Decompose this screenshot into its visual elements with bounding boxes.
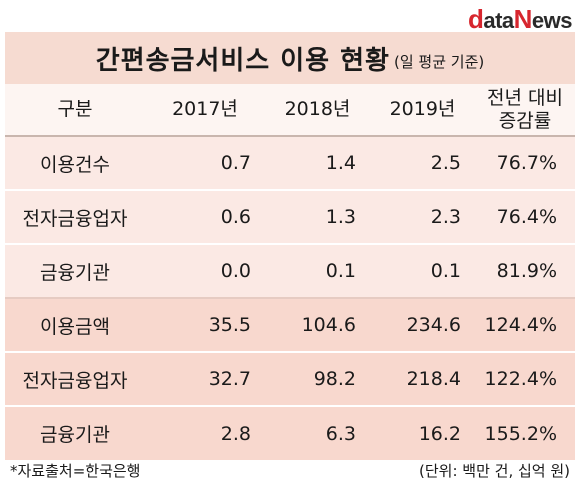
cell-2019: 16.2 <box>370 405 475 460</box>
cell-rate: 124.4% <box>475 297 575 352</box>
cell-2019: 218.4 <box>370 351 475 406</box>
table-row: 금융기관 2.8 6.3 16.2 155.2% <box>5 405 575 460</box>
logo-letter-d: d <box>467 4 484 34</box>
table-row: 전자금융업자 32.7 98.2 218.4 122.4% <box>5 351 575 406</box>
cell-rate: 81.9% <box>475 243 575 298</box>
cell-2017: 0.6 <box>145 189 265 244</box>
cell-rate: 122.4% <box>475 351 575 406</box>
header-2019: 2019년 <box>370 84 475 137</box>
page-title: 간편송금서비스 이용 현황 <box>95 45 390 76</box>
cell-2018: 98.2 <box>265 351 370 406</box>
cell-2019: 2.3 <box>370 189 475 244</box>
cell-2018: 0.1 <box>265 243 370 298</box>
row-label: 전자금융업자 <box>5 351 145 406</box>
remittance-table: 구분 2017년 2018년 2019년 전년 대비 증감률 이용건수 0.7 … <box>5 84 575 460</box>
table-row: 금융기관 0.0 0.1 0.1 81.9% <box>5 243 575 298</box>
cell-2019: 0.1 <box>370 243 475 298</box>
cell-2017: 35.5 <box>145 297 265 352</box>
source-note: *자료출처=한국은행 <box>10 462 141 480</box>
cell-rate: 76.7% <box>496 152 557 174</box>
cell-2019: 234.6 <box>370 297 475 352</box>
table-header-row: 구분 2017년 2018년 2019년 전년 대비 증감률 <box>5 84 575 137</box>
row-label: 이용건수 <box>40 153 110 176</box>
cell-2018: 1.3 <box>265 189 370 244</box>
header-change-rate: 전년 대비 증감률 <box>475 84 575 137</box>
cell-rate: 76.4% <box>475 189 575 244</box>
row-label: 금융기관 <box>5 405 145 460</box>
cell-2019: 2.5 <box>430 152 461 174</box>
row-label: 전자금융업자 <box>5 189 145 244</box>
cell-2018: 6.3 <box>265 405 370 460</box>
cell-2018: 1.4 <box>325 152 356 174</box>
logo-text-ews: ews <box>531 8 573 33</box>
header-change-rate-line2: 증감률 <box>498 109 552 132</box>
cell-2017: 2.8 <box>145 405 265 460</box>
header-2017: 2017년 <box>145 84 265 137</box>
header-category: 구분 <box>5 84 145 137</box>
title-bar: 간편송금서비스 이용 현황 (일 평균 기준) <box>5 32 575 84</box>
logo-text-ata: ata <box>483 8 514 33</box>
table-row: 이용건수 0.7 1.4 2.5 76.7% <box>5 136 575 190</box>
table-row: 이용금액 35.5 104.6 234.6 124.4% <box>5 297 575 352</box>
header-2018: 2018년 <box>265 84 370 137</box>
row-label: 이용금액 <box>5 297 145 352</box>
table-row: 전자금융업자 0.6 1.3 2.3 76.4% <box>5 189 575 244</box>
cell-2017: 32.7 <box>145 351 265 406</box>
logo-letter-n: N <box>513 4 533 34</box>
row-label: 금융기관 <box>5 243 145 298</box>
unit-note: (단위: 백만 건, 십억 원) <box>419 462 570 480</box>
cell-2018: 104.6 <box>265 297 370 352</box>
cell-2017: 0.0 <box>145 243 265 298</box>
page-subtitle: (일 평균 기준) <box>393 53 485 71</box>
header-change-rate-line1: 전년 대비 <box>487 86 563 109</box>
cell-rate: 155.2% <box>475 405 575 460</box>
cell-2017: 0.7 <box>220 152 251 174</box>
